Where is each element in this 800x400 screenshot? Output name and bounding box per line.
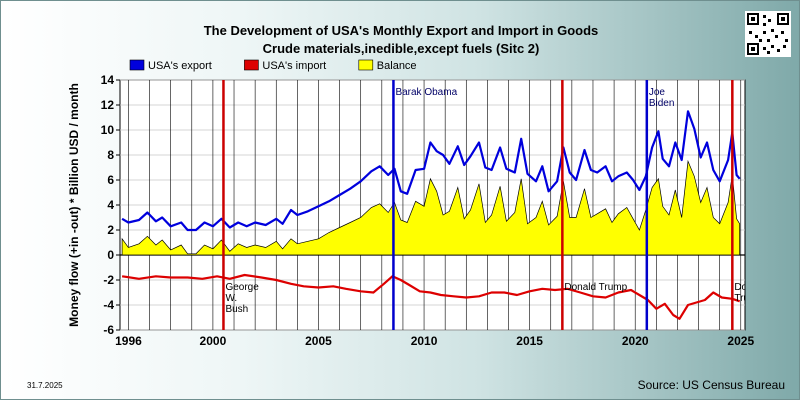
chart-title: The Development of USA's Monthly Export …: [203, 23, 599, 38]
president-label: Donald: [734, 282, 766, 293]
president-label: George: [225, 282, 259, 293]
y-tick-label: 10: [101, 123, 115, 137]
legend-label: Balance: [377, 60, 417, 72]
x-tick-label: 1996: [115, 334, 142, 348]
y-tick-label: 12: [101, 98, 115, 112]
legend-swatch: [129, 59, 145, 71]
x-tick-label: 2015: [516, 334, 543, 348]
x-tick-label: 2025: [727, 334, 754, 348]
president-label: Bush: [225, 304, 248, 315]
president-label: Trump: [734, 293, 763, 304]
y-tick-label: 6: [107, 173, 114, 187]
legend-label: USA's export: [148, 60, 212, 72]
chart-subtitle: Crude materials,inedible,except fuels (S…: [262, 41, 540, 56]
y-tick-label: -6: [103, 323, 114, 337]
y-tick-label: 8: [107, 148, 114, 162]
series-line-export: [121, 110, 741, 232]
x-tick-label: 2010: [411, 334, 438, 348]
y-tick-label: -4: [103, 298, 114, 312]
x-tick-label: 2005: [305, 334, 332, 348]
legend-swatch: [358, 59, 374, 71]
legend-swatch: [244, 59, 259, 71]
president-label: Donald Trump: [564, 282, 627, 293]
source-note: Source: US Census Bureau: [637, 378, 785, 392]
y-tick-label: 14: [101, 73, 115, 87]
balance-area: [121, 159, 741, 256]
qr-code-icon: [745, 11, 791, 57]
president-label: W.: [225, 293, 237, 304]
president-label: Joe: [649, 87, 666, 98]
president-label: Barak Obama: [395, 87, 457, 98]
president-label: Biden: [649, 98, 675, 109]
series-line-import: [121, 273, 741, 320]
legend-label: USA's import: [262, 60, 326, 72]
y-tick-label: 2: [107, 223, 114, 237]
x-tick-label: 2020: [622, 334, 649, 348]
y-tick-label: 4: [107, 198, 114, 212]
y-axis-label: Money flow (+in -out) * Billion USD / mo…: [67, 83, 81, 327]
date-stamp: 31.7.2025: [27, 381, 63, 390]
y-tick-label: 0: [107, 248, 114, 262]
x-tick-label: 2000: [200, 334, 227, 348]
y-tick-label: -2: [103, 273, 114, 287]
